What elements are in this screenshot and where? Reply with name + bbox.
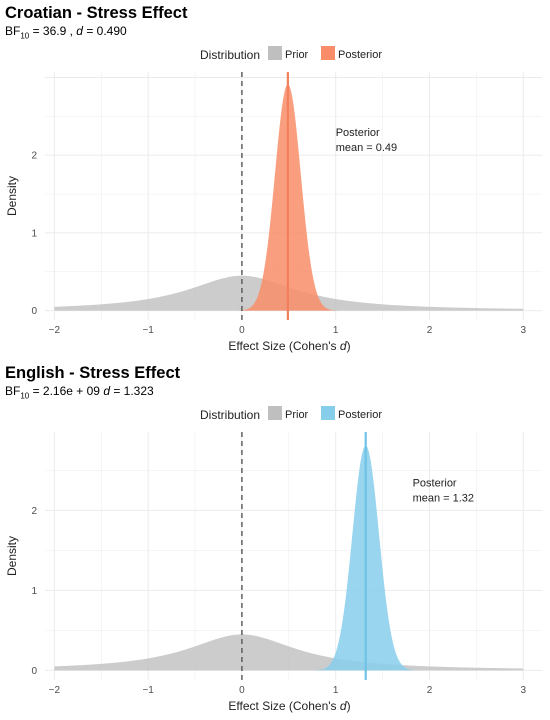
chart-title: English - Stress Effect xyxy=(5,364,181,382)
x-tick-label: 3 xyxy=(520,685,526,696)
x-tick-label: 1 xyxy=(333,685,339,696)
legend-title: Distribution xyxy=(200,48,260,62)
legend-swatch-posterior xyxy=(321,46,335,60)
bf-value: = 36.9 , xyxy=(29,24,77,38)
x-tick-label: −2 xyxy=(49,685,61,696)
y-tick-label: 1 xyxy=(31,228,37,239)
y-axis-title: Density xyxy=(5,536,19,576)
density-chart: Distribution Prior Posterior Posterior mean … xyxy=(5,46,542,353)
d-label: d xyxy=(103,384,110,398)
y-tick-label: 0 xyxy=(31,666,37,677)
x-tick-label: 0 xyxy=(239,325,245,336)
legend-label-prior: Prior xyxy=(285,409,309,421)
chart-panel-croatian: Croatian - Stress Effect BF10 = 36.9 , d… xyxy=(5,4,542,353)
legend-label-prior: Prior xyxy=(285,49,309,61)
y-tick-label: 2 xyxy=(31,506,37,517)
bf-value: = 2.16e + 09 xyxy=(29,384,104,398)
y-tick-label: 1 xyxy=(31,586,37,597)
x-tick-label: −1 xyxy=(142,685,154,696)
annotation-mean: mean = 0.49 xyxy=(336,142,397,154)
x-tick-label: −2 xyxy=(49,325,61,336)
y-tick-label: 0 xyxy=(31,306,37,317)
bf-label: BF xyxy=(5,384,21,398)
d-value: = 1.323 xyxy=(110,384,154,398)
d-label: d xyxy=(76,24,83,38)
chart-subtitle: BF10 = 2.16e + 09 d = 1.323 xyxy=(5,384,154,400)
annotation-posterior: Posterior xyxy=(413,477,457,489)
x-tick-label: −1 xyxy=(142,325,154,336)
y-tick-label: 2 xyxy=(31,151,37,162)
legend-title: Distribution xyxy=(200,408,260,422)
chart-title: Croatian - Stress Effect xyxy=(5,4,188,22)
bf-subscript: 10 xyxy=(20,391,30,401)
prior-density-area xyxy=(54,634,524,671)
legend-label-posterior: Posterior xyxy=(338,49,382,61)
legend-swatch-prior xyxy=(268,46,282,60)
x-axis-title: Effect Size (Cohen's d) xyxy=(228,699,350,713)
x-tick-label: 2 xyxy=(427,685,433,696)
density-chart: Distribution Prior Posterior Posterior mean … xyxy=(5,406,542,713)
x-tick-label: 2 xyxy=(427,325,433,336)
x-axis-title: Effect Size (Cohen's d) xyxy=(228,339,350,353)
y-axis-title: Density xyxy=(5,176,19,216)
annotation-mean: mean = 1.32 xyxy=(413,492,474,504)
legend-label-posterior: Posterior xyxy=(338,409,382,421)
x-tick-label: 1 xyxy=(333,325,339,336)
bf-subscript: 10 xyxy=(20,31,30,41)
chart-panel-english: English - Stress Effect BF10 = 2.16e + 0… xyxy=(0,360,550,720)
legend-swatch-posterior xyxy=(321,406,335,420)
legend-swatch-prior xyxy=(268,406,282,420)
x-tick-label: 0 xyxy=(239,685,245,696)
annotation-posterior: Posterior xyxy=(336,127,380,139)
d-value: = 0.490 xyxy=(82,24,127,38)
chart-subtitle: BF10 = 36.9 , d = 0.490 xyxy=(5,24,127,40)
x-tick-label: 3 xyxy=(520,325,526,336)
bf-label: BF xyxy=(5,24,21,38)
